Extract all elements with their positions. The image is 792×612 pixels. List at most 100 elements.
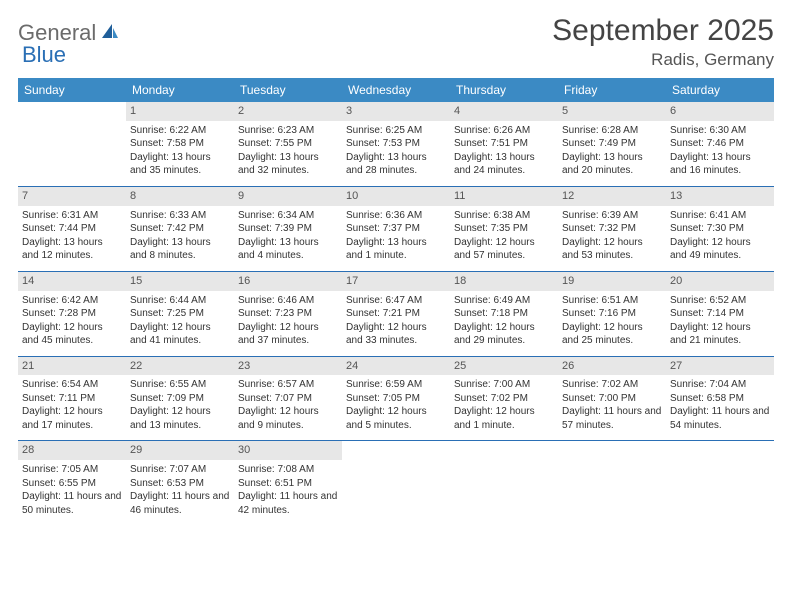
sunset-text: Sunset: 7:46 PM	[670, 137, 770, 151]
daylight-text: Daylight: 13 hours and 20 minutes.	[562, 151, 662, 178]
daylight-text: Daylight: 13 hours and 24 minutes.	[454, 151, 554, 178]
daylight-text: Daylight: 12 hours and 29 minutes.	[454, 321, 554, 348]
title-block: September 2025 Radis, Germany	[552, 14, 774, 70]
weekday-header: Tuesday	[234, 78, 342, 102]
sunrise-text: Sunrise: 6:23 AM	[238, 124, 338, 138]
calendar-cell	[558, 441, 666, 525]
weekday-header: Thursday	[450, 78, 558, 102]
daylight-text: Daylight: 12 hours and 41 minutes.	[130, 321, 230, 348]
day-number: 24	[342, 357, 450, 376]
sunrise-text: Sunrise: 7:04 AM	[670, 378, 770, 392]
sunset-text: Sunset: 6:55 PM	[22, 477, 122, 491]
weekday-header: Monday	[126, 78, 234, 102]
sunset-text: Sunset: 7:25 PM	[130, 307, 230, 321]
sunrise-text: Sunrise: 6:34 AM	[238, 209, 338, 223]
sunset-text: Sunset: 7:44 PM	[22, 222, 122, 236]
location-label: Radis, Germany	[552, 50, 774, 70]
calendar-cell: 19Sunrise: 6:51 AMSunset: 7:16 PMDayligh…	[558, 271, 666, 356]
day-number: 1	[126, 102, 234, 121]
daylight-text: Daylight: 12 hours and 13 minutes.	[130, 405, 230, 432]
day-number: 21	[18, 357, 126, 376]
sunset-text: Sunset: 7:05 PM	[346, 392, 446, 406]
day-number: 6	[666, 102, 774, 121]
daylight-text: Daylight: 13 hours and 4 minutes.	[238, 236, 338, 263]
sunrise-text: Sunrise: 7:05 AM	[22, 463, 122, 477]
day-number: 25	[450, 357, 558, 376]
day-number: 13	[666, 187, 774, 206]
calendar-row: 14 Sunrise: 6:42 AMSunset: 7:28 PM Dayligh…	[18, 271, 774, 356]
sunrise-text: Sunrise: 6:42 AM	[22, 294, 122, 308]
day-number: 22	[126, 357, 234, 376]
sunrise-text: Sunrise: 6:22 AM	[130, 124, 230, 138]
daylight-text: Daylight: 12 hours and 25 minutes.	[562, 321, 662, 348]
sunrise-text: Sunrise: 6:30 AM	[670, 124, 770, 138]
daylight-text: Daylight: 11 hours and 57 minutes.	[562, 405, 662, 432]
calendar-cell: 25Sunrise: 7:00 AMSunset: 7:02 PMDayligh…	[450, 356, 558, 441]
daylight-text: Daylight: 12 hours and 17 minutes.	[22, 405, 122, 432]
calendar-cell: 9 Sunrise: 6:34 AMSunset: 7:39 PMDaylight…	[234, 186, 342, 271]
day-number: 7	[18, 187, 126, 206]
daylight-text: Daylight: 13 hours and 32 minutes.	[238, 151, 338, 178]
brand-blue: Blue	[22, 42, 66, 67]
sunrise-text: Sunrise: 7:07 AM	[130, 463, 230, 477]
calendar-cell: 18Sunrise: 6:49 AMSunset: 7:18 PMDayligh…	[450, 271, 558, 356]
sunrise-text: Sunrise: 6:28 AM	[562, 124, 662, 138]
calendar-cell: 24Sunrise: 6:59 AMSunset: 7:05 PMDayligh…	[342, 356, 450, 441]
daylight-text: Daylight: 13 hours and 35 minutes.	[130, 151, 230, 178]
calendar-row: 28Sunrise: 7:05 AMSunset: 6:55 PMDayligh…	[18, 441, 774, 525]
sunset-text: Sunset: 7:35 PM	[454, 222, 554, 236]
sunset-text: Sunset: 7:18 PM	[454, 307, 554, 321]
sunrise-text: Sunrise: 6:52 AM	[670, 294, 770, 308]
sunrise-text: Sunrise: 6:54 AM	[22, 378, 122, 392]
calendar-cell	[450, 441, 558, 525]
calendar-cell: 10Sunrise: 6:36 AMSunset: 7:37 PMDayligh…	[342, 186, 450, 271]
sunset-text: Sunset: 6:51 PM	[238, 477, 338, 491]
calendar-cell: 21Sunrise: 6:54 AMSunset: 7:11 PMDayligh…	[18, 356, 126, 441]
day-number: 14	[18, 272, 126, 291]
calendar-cell: 11Sunrise: 6:38 AMSunset: 7:35 PMDayligh…	[450, 186, 558, 271]
calendar-cell: 17 Sunrise: 6:47 AMSunset: 7:21 PMDayligh…	[342, 271, 450, 356]
calendar-cell: 7Sunrise: 6:31 AMSunset: 7:44 PMDaylight…	[18, 186, 126, 271]
sunset-text: Sunset: 7:28 PM	[22, 307, 122, 321]
sunrise-text: Sunrise: 6:47 AM	[346, 294, 446, 308]
calendar-row: 21Sunrise: 6:54 AMSunset: 7:11 PMDayligh…	[18, 356, 774, 441]
day-number: 17	[342, 272, 450, 291]
calendar-cell: 27Sunrise: 7:04 AMSunset: 6:58 PMDayligh…	[666, 356, 774, 441]
sunrise-text: Sunrise: 6:26 AM	[454, 124, 554, 138]
sunrise-text: Sunrise: 6:59 AM	[346, 378, 446, 392]
calendar-cell: 23 Sunrise: 6:57 AMSunset: 7:07 PMDayligh…	[234, 356, 342, 441]
daylight-text: Daylight: 12 hours and 21 minutes.	[670, 321, 770, 348]
sunrise-text: Sunrise: 6:57 AM	[238, 378, 338, 392]
weekday-header: Friday	[558, 78, 666, 102]
calendar-cell: 28Sunrise: 7:05 AMSunset: 6:55 PMDayligh…	[18, 441, 126, 525]
sunrise-text: Sunrise: 7:02 AM	[562, 378, 662, 392]
sunset-text: Sunset: 7:21 PM	[346, 307, 446, 321]
day-number: 9	[234, 187, 342, 206]
day-number: 20	[666, 272, 774, 291]
day-number: 16	[234, 272, 342, 291]
day-number: 23	[234, 357, 342, 376]
daylight-text: Daylight: 12 hours and 33 minutes.	[346, 321, 446, 348]
day-number: 27	[666, 357, 774, 376]
sunrise-text: Sunrise: 7:08 AM	[238, 463, 338, 477]
calendar-cell: 4Sunrise: 6:26 AMSunset: 7:51 PMDaylight…	[450, 102, 558, 186]
sunrise-text: Sunrise: 6:38 AM	[454, 209, 554, 223]
daylight-text: Daylight: 12 hours and 57 minutes.	[454, 236, 554, 263]
sunrise-text: Sunrise: 6:51 AM	[562, 294, 662, 308]
calendar-cell: 26Sunrise: 7:02 AMSunset: 7:00 PMDayligh…	[558, 356, 666, 441]
sail-icon	[100, 22, 120, 45]
sunset-text: Sunset: 7:49 PM	[562, 137, 662, 151]
sunset-text: Sunset: 7:32 PM	[562, 222, 662, 236]
sunset-text: Sunset: 7:39 PM	[238, 222, 338, 236]
daylight-text: Daylight: 12 hours and 9 minutes.	[238, 405, 338, 432]
sunrise-text: Sunrise: 6:33 AM	[130, 209, 230, 223]
sunset-text: Sunset: 7:58 PM	[130, 137, 230, 151]
calendar-cell	[666, 441, 774, 525]
calendar-cell: 2Sunrise: 6:23 AMSunset: 7:55 PMDaylight…	[234, 102, 342, 186]
sunset-text: Sunset: 7:42 PM	[130, 222, 230, 236]
sunset-text: Sunset: 7:07 PM	[238, 392, 338, 406]
sunset-text: Sunset: 7:16 PM	[562, 307, 662, 321]
day-number: 30	[234, 441, 342, 460]
sunrise-text: Sunrise: 6:44 AM	[130, 294, 230, 308]
sunrise-text: Sunrise: 7:00 AM	[454, 378, 554, 392]
